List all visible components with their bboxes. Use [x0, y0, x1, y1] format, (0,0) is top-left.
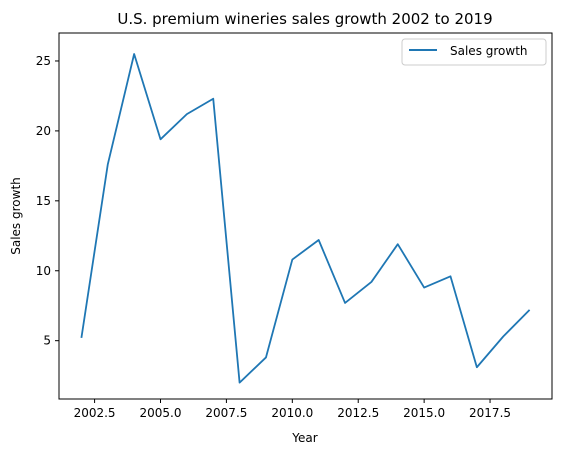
y-tick-label: 5 — [43, 334, 51, 348]
series-group — [80, 53, 531, 384]
y-tick-label: 10 — [36, 264, 51, 278]
x-tick-label: 2002.5 — [74, 406, 116, 420]
legend-box — [401, 38, 547, 66]
y-axis-label: Sales growth — [9, 177, 23, 255]
x-axis-label: Year — [291, 431, 317, 445]
y-axis: 5 10 15 20 25 — [36, 54, 59, 348]
y-tick-label: 20 — [36, 124, 51, 138]
legend: Sales growth — [401, 38, 547, 66]
x-tick-label: 2015.0 — [403, 406, 445, 420]
x-tick-label: 2007.5 — [205, 406, 247, 420]
y-tick-label: 25 — [36, 54, 51, 68]
x-tick-label: 2010.0 — [271, 406, 313, 420]
x-tick-label: 2012.5 — [337, 406, 379, 420]
series-line-sales-growth — [80, 53, 531, 384]
legend-label-sales-growth: Sales growth — [450, 44, 528, 58]
x-tick-label: 2005.0 — [140, 406, 182, 420]
y-tick-label: 15 — [36, 194, 51, 208]
x-axis: 2002.5 2005.0 2007.5 2010.0 2012.5 2015.0 2017… — [74, 399, 511, 420]
x-tick-label: 2017.5 — [469, 406, 511, 420]
chart-title: U.S. premium wineries sales growth 2002 … — [117, 10, 492, 28]
plot-area — [58, 32, 553, 400]
